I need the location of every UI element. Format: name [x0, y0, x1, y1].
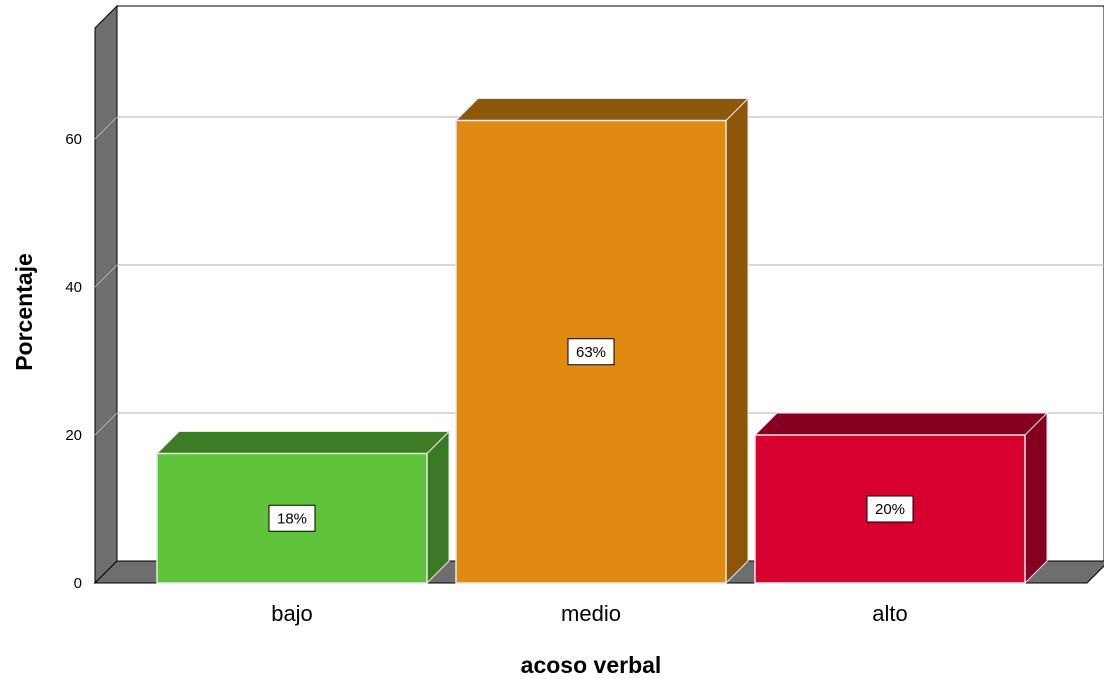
gridline-depth — [94, 116, 118, 140]
data-label-box — [567, 338, 615, 366]
y-tick-label: 0 — [74, 575, 82, 592]
y-axis-title: Porcentaje — [11, 253, 37, 371]
bar-top — [454, 98, 750, 121]
gridline-depth — [94, 412, 118, 436]
x-axis-ticks: bajo medio alto — [271, 601, 908, 626]
y-tick-label: 40 — [65, 279, 82, 296]
y-tick-label: 60 — [65, 131, 82, 148]
y-axis-ticks: 0 20 40 60 — [65, 131, 82, 592]
bar-bajo: 18% — [155, 430, 451, 585]
bar-side — [725, 97, 749, 585]
data-label-text: 63% — [576, 344, 606, 361]
bars: 18% 63% 20% — [155, 97, 1049, 585]
data-label: 18% — [268, 504, 316, 532]
bar-side — [1024, 411, 1048, 585]
x-tick-label: alto — [872, 601, 907, 626]
y-tick-label: 20 — [65, 427, 82, 444]
bar-alto: 20% — [753, 411, 1049, 585]
data-label-text: 18% — [277, 510, 307, 527]
x-tick-label: medio — [561, 601, 621, 626]
left-wall — [94, 4, 118, 585]
gridline-depth — [94, 264, 118, 288]
bar-side — [426, 430, 450, 585]
data-label-box — [866, 495, 914, 523]
data-label: 63% — [567, 338, 615, 366]
x-tick-label: bajo — [271, 601, 313, 626]
bar-top — [155, 431, 451, 454]
data-label-box — [268, 504, 316, 532]
bar-medio: 63% — [454, 97, 750, 585]
data-label: 20% — [866, 495, 914, 523]
bar-front — [754, 434, 1026, 584]
x-axis-title: acoso verbal — [521, 652, 662, 678]
data-label-text: 20% — [875, 501, 905, 518]
bar-top — [753, 412, 1049, 436]
